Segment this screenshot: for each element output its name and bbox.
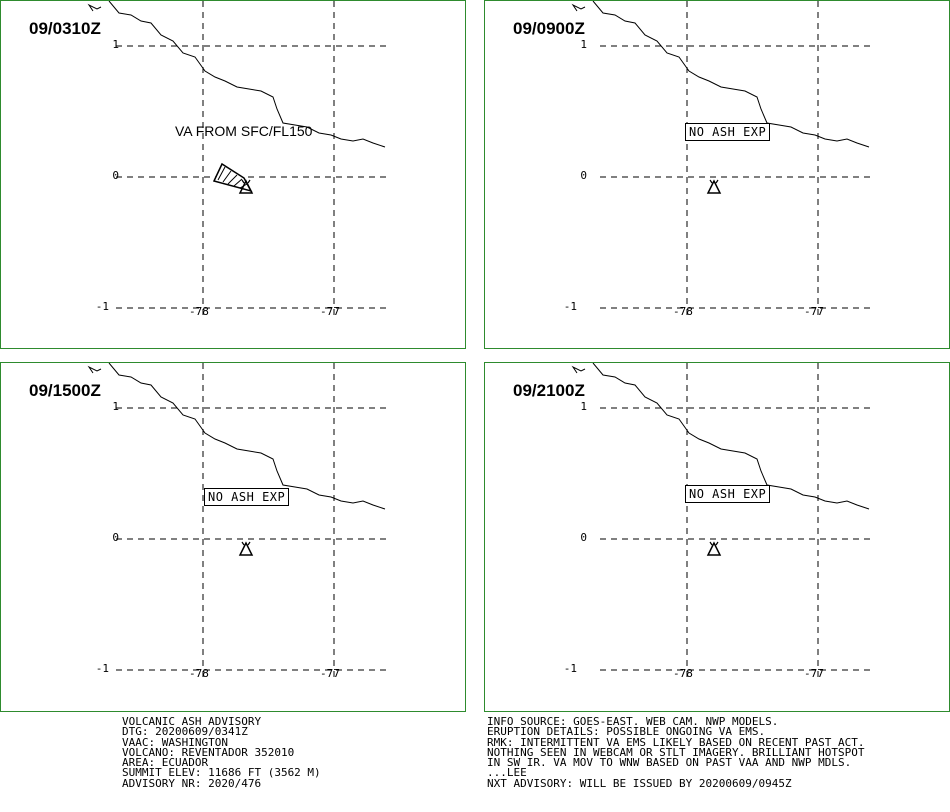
lon-tick-label: -78 (189, 667, 209, 680)
lon-tick-label: -77 (320, 305, 340, 318)
panel-time-label: 09/0900Z (513, 19, 585, 38)
lat-tick-label: 1 (112, 400, 119, 413)
lat-tick-label: 0 (580, 169, 587, 182)
map-panel-3: 09/1500Z NO ASH EXP 1 0 -1 -78 -77 (0, 362, 466, 712)
lon-tick-label: -77 (320, 667, 340, 680)
volcano-symbol (238, 541, 254, 556)
advisory-line: INFO SOURCE: GOES-EAST. WEB CAM. NWP MOD… (487, 715, 779, 728)
advisory-line: SUMMIT ELEV: 11686 FT (3562 M) (122, 766, 321, 780)
map-panel-4: 09/2100Z NO ASH EXP 1 0 -1 -78 -77 (484, 362, 950, 712)
lat-tick-label: -1 (563, 300, 577, 313)
lon-tick-label: -78 (189, 305, 209, 318)
volcano-symbol (706, 541, 722, 556)
advisory-info-right: INFO SOURCE: GOES-EAST. WEB CAM. NWP MOD… (487, 715, 865, 790)
lat-tick-label: 0 (112, 531, 119, 544)
lat-tick-label: 1 (112, 38, 119, 51)
ash-cloud-polygon (212, 162, 253, 193)
lat-tick-label: 1 (580, 400, 587, 413)
advisory-line: VOLCANIC ASH ADVISORY (122, 715, 262, 728)
lat-tick-label: -1 (95, 662, 109, 675)
no-ash-box: NO ASH EXP (685, 123, 771, 141)
map-graphics-1 (87, 1, 386, 316)
coastline (87, 1, 386, 148)
lon-tick-label: -77 (804, 305, 824, 318)
map-panel-2: 09/0900Z NO ASH EXP 1 0 -1 -78 -77 (484, 0, 950, 349)
advisory-line: ADVISORY NR: 2020/476 (122, 776, 262, 790)
advisory-line: AREA: ECUADOR (122, 756, 209, 770)
advisory-line: VAAC: WASHINGTON (122, 735, 228, 749)
advisory-line: NOTHING SEEN IN WEBCAM OR STLT IMAGERY. … (487, 745, 865, 759)
lat-tick-label: 1 (580, 38, 587, 51)
lat-tick-label: -1 (563, 662, 577, 675)
lon-tick-label: -78 (673, 667, 693, 680)
coastline (571, 1, 870, 148)
map-graphics-2 (571, 1, 870, 316)
no-ash-box: NO ASH EXP (685, 485, 771, 503)
map-graphics-4 (571, 363, 870, 678)
advisory-line: VOLCANO: REVENTADOR 352010 (122, 745, 295, 759)
coastline (87, 363, 386, 510)
advisory-line: ...LEE (487, 766, 527, 780)
lon-tick-label: -77 (804, 667, 824, 680)
advisory-line: NXT ADVISORY: WILL BE ISSUED BY 20200609… (487, 776, 792, 790)
ash-cloud-label: VA FROM SFC/FL150 (175, 123, 313, 139)
advisory-line: DTG: 20200609/0341Z (122, 725, 248, 739)
volcano-symbol (238, 179, 254, 194)
lat-tick-label: -1 (95, 300, 109, 313)
map-graphics-3 (87, 363, 386, 678)
no-ash-box: NO ASH EXP (204, 488, 290, 506)
advisory-line: IN SW IR. VA MOV TO WNW BASED ON PAST VA… (487, 756, 852, 770)
panel-time-label: 09/1500Z (29, 381, 101, 400)
panel-time-label: 09/2100Z (513, 381, 585, 400)
coastline (571, 363, 870, 510)
lon-tick-label: -78 (673, 305, 693, 318)
volcano-symbol (706, 179, 722, 194)
lat-tick-label: 0 (580, 531, 587, 544)
advisory-info-left: VOLCANIC ASH ADVISORY DTG: 20200609/0341… (122, 715, 321, 790)
lat-tick-label: 0 (112, 169, 119, 182)
map-panel-1: 09/0310Z VA FROM SFC/FL150 1 0 -1 -78 -7… (0, 0, 466, 349)
advisory-line: RMK: INTERMITTENT VA EMS LIKELY BASED ON… (487, 735, 865, 749)
panel-time-label: 09/0310Z (29, 19, 101, 38)
advisory-line: ERUPTION DETAILS: POSSIBLE ONGOING VA EM… (487, 725, 766, 739)
